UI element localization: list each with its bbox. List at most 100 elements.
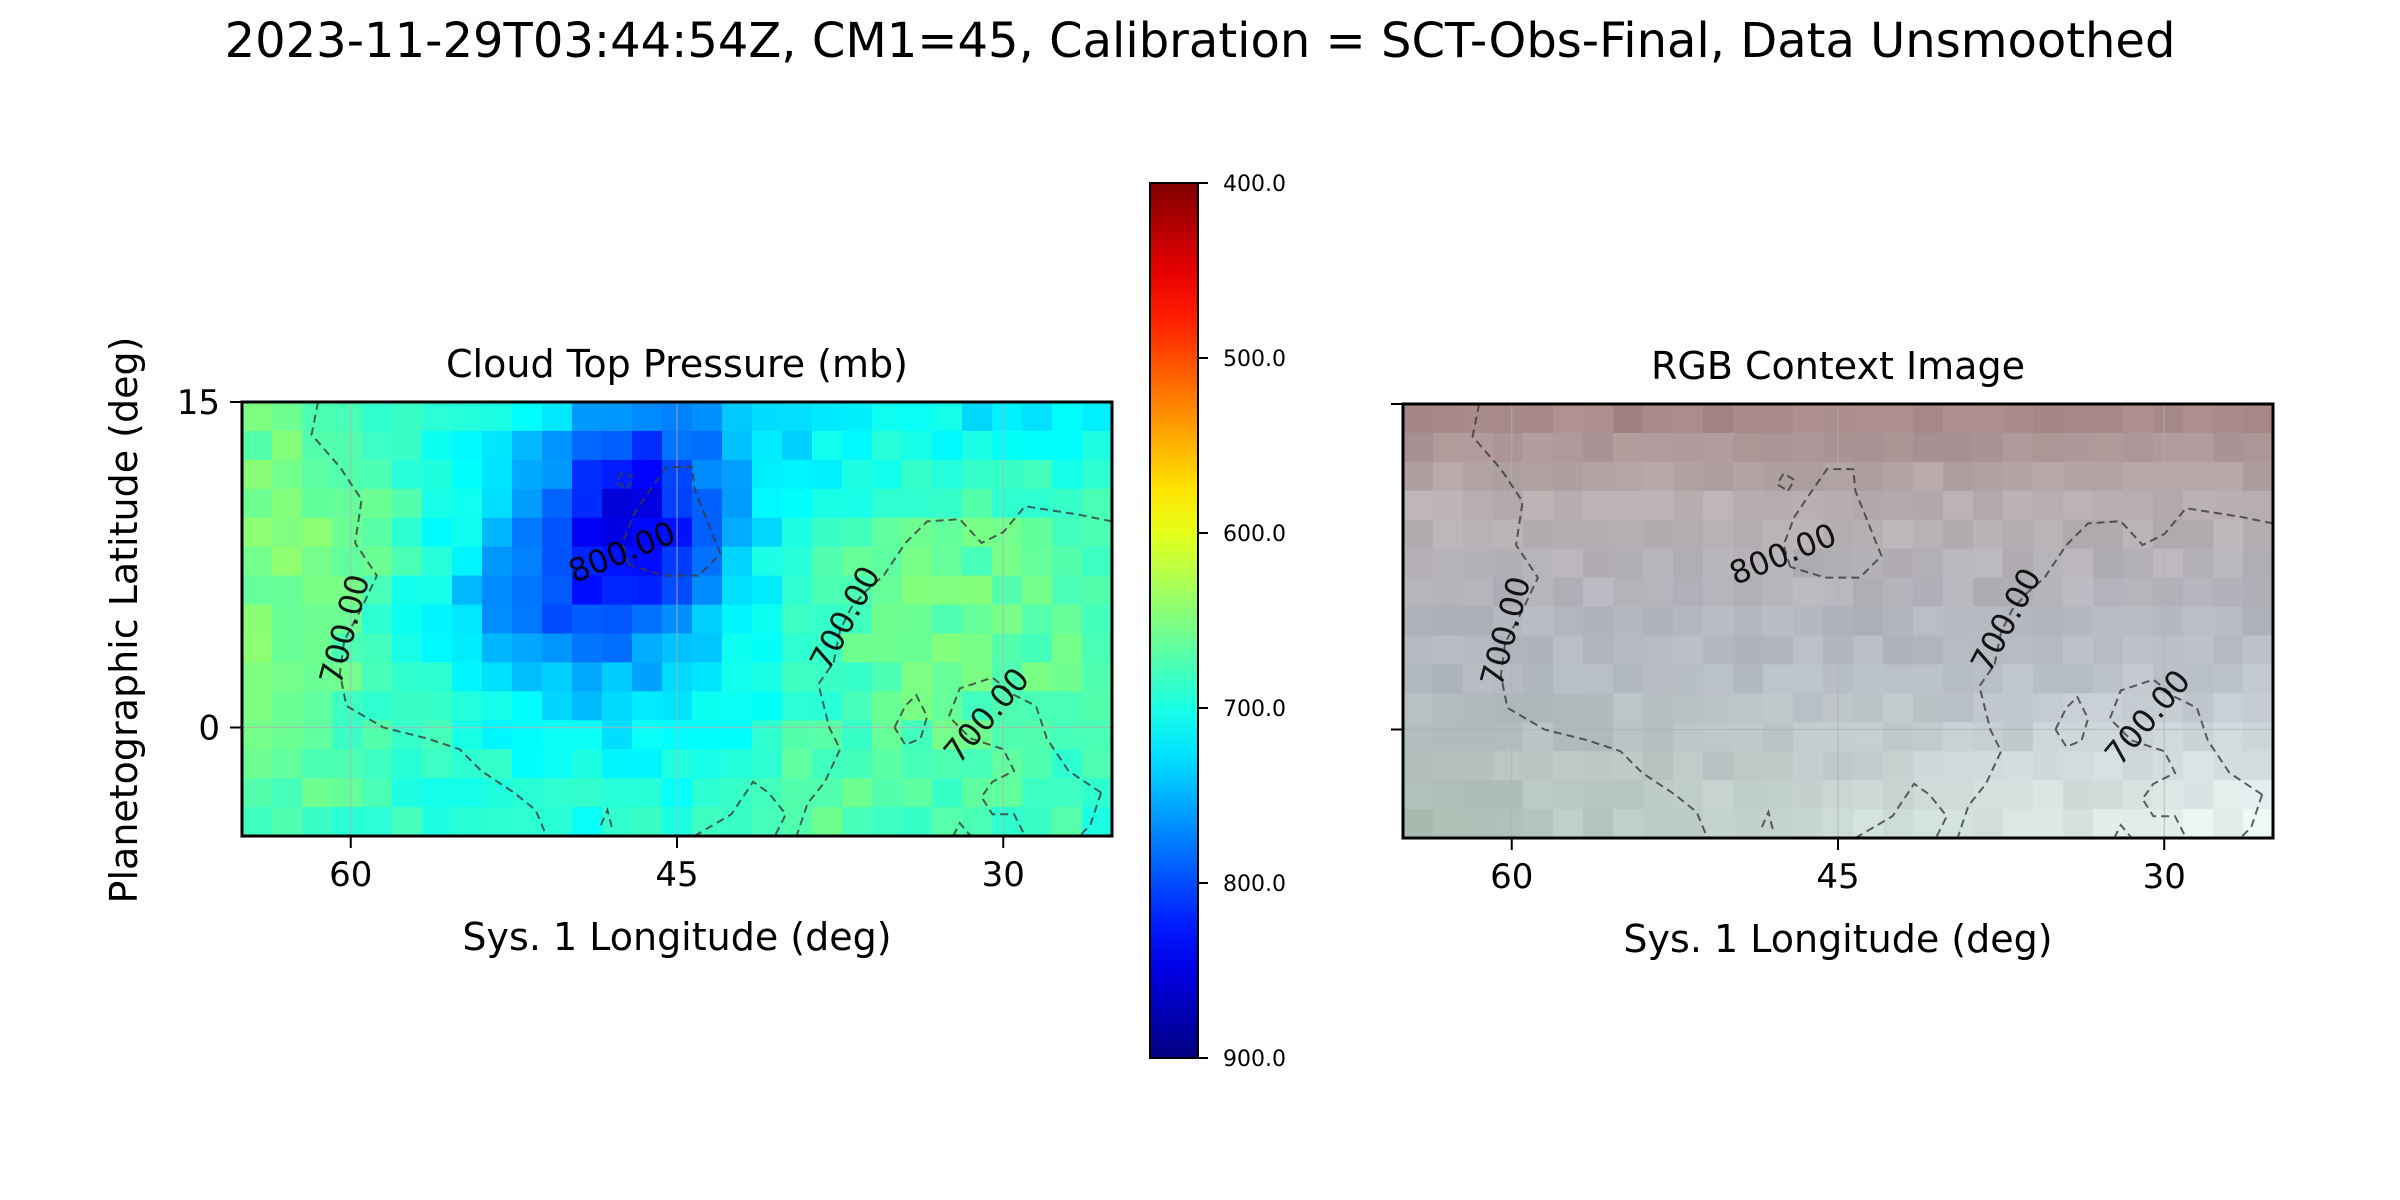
rgb-cell bbox=[1943, 780, 1974, 810]
heatmap-cell bbox=[962, 517, 993, 548]
rgb-cell bbox=[2063, 577, 2094, 608]
rgb-cell bbox=[1493, 780, 1524, 810]
x-axis-label-right: Sys. 1 Longitude (deg) bbox=[1623, 917, 2052, 961]
rgb-cell bbox=[1403, 461, 1434, 492]
heatmap-cell bbox=[692, 778, 723, 808]
rgb-cell bbox=[2153, 664, 2184, 695]
rgb-cell bbox=[1523, 404, 1554, 434]
heatmap-cell bbox=[962, 691, 993, 722]
rgb-cell bbox=[1913, 664, 1944, 695]
y-tick-label: 15 bbox=[177, 383, 220, 423]
rgb-cell bbox=[2093, 404, 2124, 434]
heatmap-cell bbox=[932, 430, 963, 461]
heatmap-cell bbox=[872, 633, 903, 664]
rgb-cell bbox=[1523, 751, 1554, 781]
rgb-cell bbox=[1463, 635, 1494, 666]
rgb-cell bbox=[2243, 461, 2273, 492]
rgb-cell bbox=[2213, 751, 2244, 781]
rgb-cell bbox=[1733, 809, 1764, 838]
heatmap-cell bbox=[242, 807, 273, 836]
heatmap-cell bbox=[242, 633, 273, 664]
colorbar-tick-label: 400.0 bbox=[1223, 172, 1286, 197]
rgb-cell bbox=[2033, 722, 2064, 752]
heatmap-cell bbox=[1022, 430, 1053, 461]
rgb-cell bbox=[1433, 693, 1464, 724]
rgb-cell bbox=[2243, 548, 2273, 579]
heatmap-cell bbox=[752, 604, 783, 635]
rgb-cell bbox=[1763, 780, 1794, 810]
heatmap-cell bbox=[842, 720, 873, 750]
rgb-cell bbox=[2123, 404, 2154, 434]
heatmap-cell bbox=[812, 546, 843, 577]
rgb-cell bbox=[2003, 606, 2034, 637]
rgb-cell bbox=[1913, 693, 1944, 724]
heatmap-cell bbox=[992, 402, 1023, 432]
heatmap-cell bbox=[512, 488, 543, 519]
heatmap-cell bbox=[422, 633, 453, 664]
heatmap-cell bbox=[602, 488, 633, 519]
rgb-cell bbox=[1433, 461, 1464, 492]
rgb-cell bbox=[1523, 490, 1554, 521]
rgb-cell bbox=[1883, 577, 1914, 608]
heatmap-cell bbox=[632, 662, 663, 693]
rgb-cell bbox=[2183, 635, 2214, 666]
heatmap-cell bbox=[1082, 430, 1112, 461]
rgb-cell bbox=[1673, 548, 1704, 579]
heatmap-cell bbox=[932, 691, 963, 722]
heatmap-cell bbox=[512, 691, 543, 722]
heatmap-cell bbox=[512, 402, 543, 432]
heatmap-cell bbox=[272, 459, 303, 490]
heatmap-cell bbox=[632, 633, 663, 664]
heatmap-cell bbox=[332, 720, 363, 750]
heatmap-cell bbox=[632, 546, 663, 577]
heatmap-cell bbox=[902, 402, 933, 432]
rgb-cell bbox=[1913, 490, 1944, 521]
rgb-cell bbox=[1763, 606, 1794, 637]
heatmap-cell bbox=[692, 720, 723, 750]
heatmap-cell bbox=[812, 430, 843, 461]
rgb-cell bbox=[1883, 780, 1914, 810]
heatmap-cell bbox=[722, 459, 753, 490]
rgb-cell bbox=[2183, 693, 2214, 724]
rgb-cell bbox=[1763, 432, 1794, 463]
panel-title-left: Cloud Top Pressure (mb) bbox=[446, 342, 908, 386]
rgb-cell bbox=[2093, 693, 2124, 724]
heatmap-cell bbox=[572, 430, 603, 461]
heatmap-cell bbox=[422, 546, 453, 577]
rgb-cell bbox=[1433, 490, 1464, 521]
heatmap-cell bbox=[242, 778, 273, 808]
heatmap-cell bbox=[422, 604, 453, 635]
heatmap-cell bbox=[512, 633, 543, 664]
heatmap-cell bbox=[722, 430, 753, 461]
heatmap-cell bbox=[812, 517, 843, 548]
heatmap-cell bbox=[872, 517, 903, 548]
heatmap-cell bbox=[1082, 691, 1112, 722]
rgb-cell bbox=[1613, 490, 1644, 521]
rgb-cell bbox=[1643, 780, 1674, 810]
heatmap-cell bbox=[272, 488, 303, 519]
rgb-cell bbox=[1763, 664, 1794, 695]
heatmap-cell bbox=[962, 749, 993, 779]
heatmap-cell bbox=[782, 662, 813, 693]
rgb-cell bbox=[2153, 722, 2184, 752]
heatmap-cell bbox=[1022, 546, 1053, 577]
rgb-cell bbox=[1523, 432, 1554, 463]
rgb-cell bbox=[1733, 780, 1764, 810]
rgb-cell bbox=[2123, 432, 2154, 463]
rgb-cell bbox=[1883, 432, 1914, 463]
rgb-cell bbox=[2243, 577, 2273, 608]
rgb-cell bbox=[1523, 606, 1554, 637]
heatmap-cell bbox=[782, 604, 813, 635]
rgb-cell bbox=[1763, 693, 1794, 724]
heatmap-cell bbox=[812, 807, 843, 836]
rgb-cell bbox=[1523, 780, 1554, 810]
heatmap-cell bbox=[752, 720, 783, 750]
rgb-cell bbox=[1493, 635, 1524, 666]
heatmap-cell bbox=[362, 488, 393, 519]
heatmap-cell bbox=[1022, 778, 1053, 808]
rgb-cell bbox=[2213, 606, 2244, 637]
rgb-cell bbox=[1403, 490, 1434, 521]
heatmap-cell bbox=[302, 546, 333, 577]
heatmap-cell bbox=[1022, 749, 1053, 779]
panel-cloud-top-pressure: Cloud Top Pressure (mb) 700.00800.00700.… bbox=[102, 337, 1114, 959]
